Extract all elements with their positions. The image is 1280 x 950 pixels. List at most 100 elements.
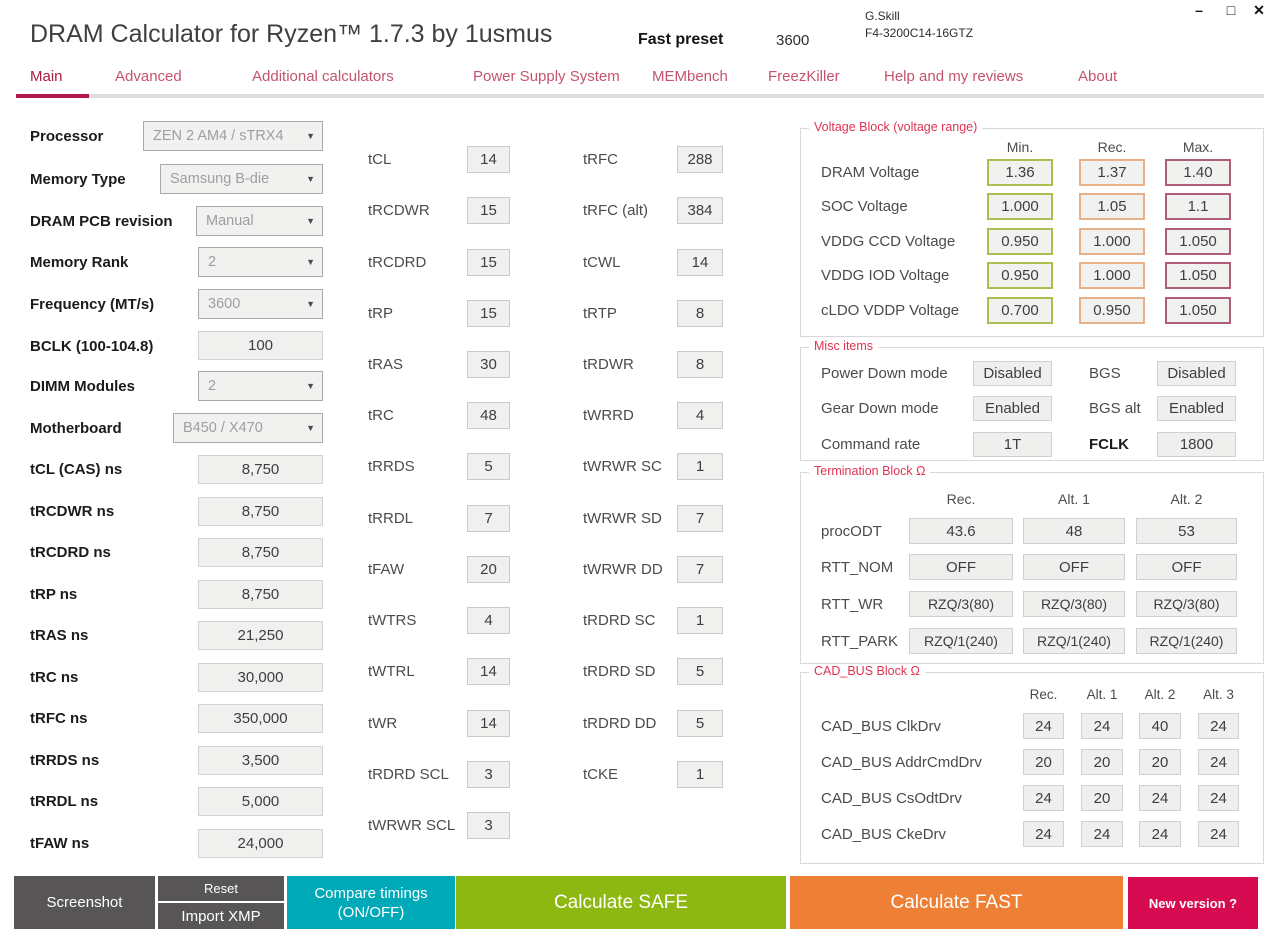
tcwl-input[interactable] [677, 249, 723, 276]
chevron-down-icon: ▼ [306, 257, 315, 267]
memory-type-dropdown[interactable]: Samsung B-die ▼ [160, 164, 323, 194]
trfc-alt-input[interactable] [677, 197, 723, 224]
motherboard-label: Motherboard [30, 420, 122, 437]
cad-bus-clkdrv-alt1-box: 24 [1081, 713, 1123, 739]
twrwr-sd-input[interactable] [677, 505, 723, 532]
trrds-ns-input[interactable] [198, 746, 323, 775]
trc-ns-input[interactable] [198, 663, 323, 692]
voltage-block-title: Voltage Block (voltage range) [809, 120, 983, 134]
twtrl-label: tWTRL [368, 663, 415, 680]
frequency-dropdown[interactable]: 3600 ▼ [198, 289, 323, 319]
voltage-col-min-header: Min. [1006, 139, 1034, 155]
twrrd-input[interactable] [677, 402, 723, 429]
memory-rank-value: 2 [208, 254, 217, 270]
bgs-label: BGS [1089, 365, 1121, 382]
trdrd-scl-label: tRDRD SCL [368, 766, 449, 783]
rtt-park-rec-box: RZQ/1(240) [909, 628, 1013, 654]
twtrs-input[interactable] [467, 607, 510, 634]
trc-input[interactable] [467, 402, 510, 429]
tab-power-supply-system[interactable]: Power Supply System [473, 68, 620, 85]
reset-button[interactable]: Reset [158, 876, 284, 901]
trcdrd-input[interactable] [467, 249, 510, 276]
trrdl-ns-input[interactable] [198, 787, 323, 816]
tras-ns-label: tRAS ns [30, 627, 89, 644]
tras-ns-input[interactable] [198, 621, 323, 650]
trfc-ns-input[interactable] [198, 704, 323, 733]
new-version-button[interactable]: New version ? [1128, 877, 1258, 929]
tcl-input[interactable] [467, 146, 510, 173]
tab-about[interactable]: About [1078, 68, 1118, 85]
tab-help-and-my-reviews[interactable]: Help and my reviews [884, 68, 1024, 85]
trtp-input[interactable] [677, 300, 723, 327]
rtt-wr-alt1-box: RZQ/3(80) [1023, 591, 1125, 617]
twrwr-sc-input[interactable] [677, 453, 723, 480]
trdrd-sd-label: tRDRD SD [583, 663, 656, 680]
cad-bus-addrcmddrv-label: CAD_BUS AddrCmdDrv [821, 754, 982, 771]
tfaw-input[interactable] [467, 556, 510, 583]
active-tab-indicator [16, 94, 89, 98]
trfc-input[interactable] [677, 146, 723, 173]
cad-bus-col-alt2-header: Alt. 2 [1144, 687, 1176, 702]
window-minimize-button[interactable]: – [1195, 2, 1203, 18]
trdrd-sc-input[interactable] [677, 607, 723, 634]
calculate-fast-button[interactable]: Calculate FAST [790, 876, 1123, 929]
trrdl-input[interactable] [467, 505, 510, 532]
window-maximize-button[interactable]: □ [1226, 2, 1236, 18]
tab-advanced[interactable]: Advanced [115, 68, 182, 85]
twrwr-scl-input[interactable] [467, 812, 510, 839]
trp-ns-input[interactable] [198, 580, 323, 609]
tcke-input[interactable] [677, 761, 723, 788]
window-close-button[interactable]: ✕ [1253, 2, 1265, 18]
memory-rank-dropdown[interactable]: 2 ▼ [198, 247, 323, 277]
trdrd-sd-input[interactable] [677, 658, 723, 685]
cldo-vddp-voltage-label: cLDO VDDP Voltage [821, 302, 960, 319]
trc-ns-label: tRC ns [30, 669, 79, 686]
soc-voltage-rec-box: 1.05 [1079, 193, 1145, 220]
motherboard-dropdown[interactable]: B450 / X470 ▼ [173, 413, 323, 443]
trdrd-dd-input[interactable] [677, 710, 723, 737]
trrds-input[interactable] [467, 453, 510, 480]
cad-bus-clkdrv-alt3-box: 24 [1198, 713, 1239, 739]
trp-input[interactable] [467, 300, 510, 327]
rtt-nom-label: RTT_NOM [821, 559, 894, 576]
chevron-down-icon: ▼ [306, 299, 315, 309]
trfc-label: tRFC [583, 151, 618, 168]
trdwr-input[interactable] [677, 351, 723, 378]
trcdrd-ns-input[interactable] [198, 538, 323, 567]
twr-input[interactable] [467, 710, 510, 737]
dram-pcb-revision-dropdown[interactable]: Manual ▼ [196, 206, 323, 236]
procodt-alt2-box: 53 [1136, 518, 1237, 544]
tfaw-ns-input[interactable] [198, 829, 323, 858]
termination-col-alt2-header: Alt. 2 [1170, 491, 1203, 507]
compare-timings-button[interactable]: Compare timings (ON/OFF) [287, 876, 455, 929]
module-brand: G.Skill [865, 9, 900, 23]
trcdwr-input[interactable] [467, 197, 510, 224]
tras-input[interactable] [467, 351, 510, 378]
voltage-col-rec-header: Rec. [1097, 139, 1127, 155]
trcdwr-label: tRCDWR [368, 202, 430, 219]
chevron-down-icon: ▼ [306, 174, 315, 184]
twtrl-input[interactable] [467, 658, 510, 685]
tcl-cas-ns-input[interactable] [198, 455, 323, 484]
screenshot-button[interactable]: Screenshot [14, 876, 155, 929]
twrwr-dd-input[interactable] [677, 556, 723, 583]
trcdwr-ns-input[interactable] [198, 497, 323, 526]
tab-additional-calculators[interactable]: Additional calculators [252, 68, 394, 85]
dimm-modules-value: 2 [208, 378, 217, 394]
soc-voltage-label: SOC Voltage [821, 198, 908, 215]
tab-main[interactable]: Main [30, 68, 63, 85]
dimm-modules-dropdown[interactable]: 2 ▼ [198, 371, 323, 401]
compare-timings-line1: Compare timings [314, 884, 428, 902]
frequency-label: Frequency (MT/s) [30, 296, 155, 313]
tab-membench[interactable]: MEMbench [652, 68, 728, 85]
calculate-safe-button[interactable]: Calculate SAFE [456, 876, 786, 929]
rtt-wr-alt2-box: RZQ/3(80) [1136, 591, 1237, 617]
import-xmp-button[interactable]: Import XMP [158, 903, 284, 929]
tab-freezkiller[interactable]: FreezKiller [768, 68, 840, 85]
cldo-vddp-rec-box: 0.950 [1079, 297, 1145, 324]
processor-dropdown[interactable]: ZEN 2 AM4 / sTRX4 ▼ [143, 121, 323, 151]
cad-bus-csodtdrv-alt2-box: 24 [1139, 785, 1181, 811]
trdrd-scl-input[interactable] [467, 761, 510, 788]
bclk-input[interactable] [198, 331, 323, 360]
module-model: F4-3200C14-16GTZ [865, 26, 974, 40]
